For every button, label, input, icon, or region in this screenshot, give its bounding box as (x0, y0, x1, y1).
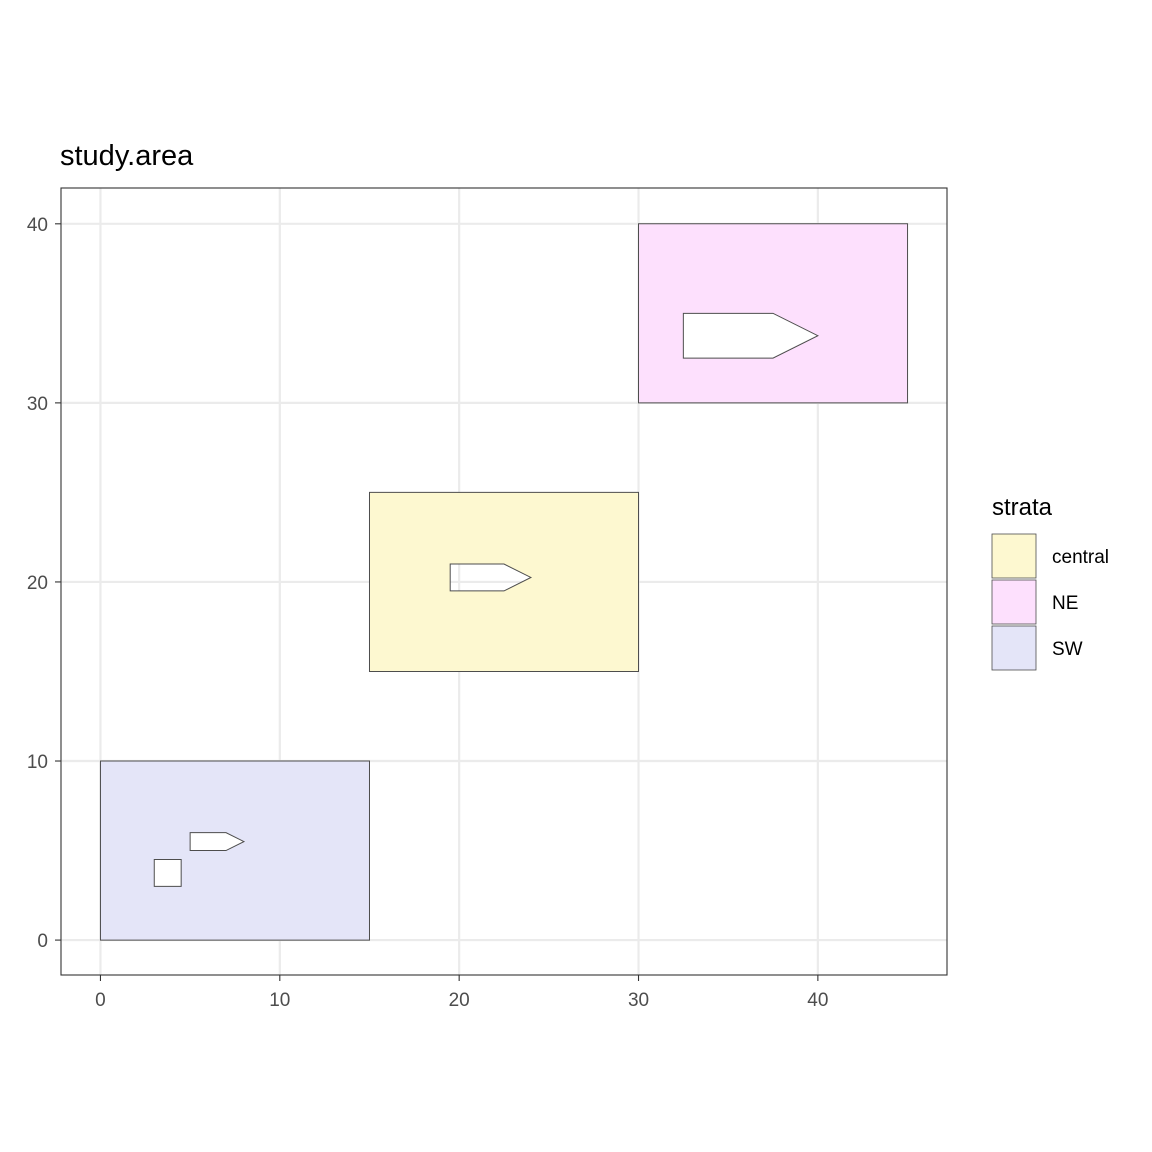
y-tick-label-30: 30 (27, 394, 48, 415)
legend: strata central NE SW (991, 494, 1109, 671)
stratum-sw (99, 760, 370, 941)
legend-key-central (991, 533, 1037, 579)
legend-title: strata (992, 494, 1053, 521)
chart-title: study.area (60, 140, 194, 172)
x-tick-label-20: 20 (449, 990, 470, 1011)
x-tick-label-10: 10 (269, 990, 290, 1011)
x-tick-label-30: 30 (628, 990, 649, 1011)
axes: 0 10 20 30 40 0 10 20 30 40 (27, 215, 829, 1011)
stratum-ne (638, 223, 909, 404)
y-tick-label-0: 0 (37, 931, 48, 952)
legend-label-sw: SW (1052, 639, 1083, 660)
y-tick-label-40: 40 (27, 215, 48, 236)
legend-label-central: central (1052, 547, 1109, 568)
y-tick-label-10: 10 (27, 752, 48, 773)
stratum-central (368, 491, 640, 672)
legend-key-ne (991, 579, 1037, 625)
x-tick-label-40: 40 (807, 990, 828, 1011)
strata-polygons (99, 223, 909, 941)
x-tick-label-0: 0 (95, 990, 106, 1011)
legend-key-sw (991, 625, 1037, 671)
y-tick-label-20: 20 (27, 573, 48, 594)
legend-label-ne: NE (1052, 593, 1078, 614)
